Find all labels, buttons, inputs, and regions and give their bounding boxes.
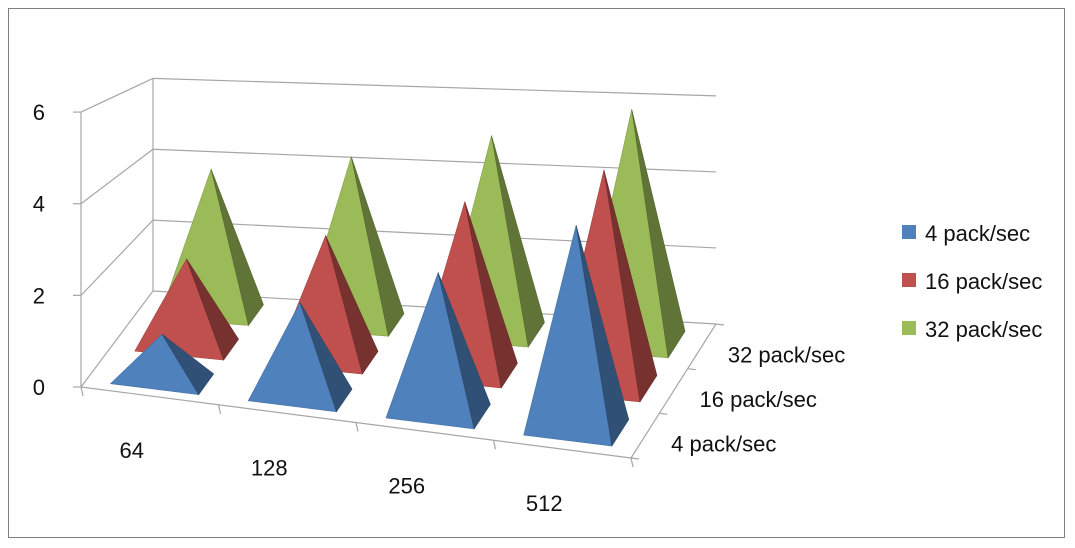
depth-tick-2: [687, 368, 696, 371]
x-tick-label-2: 256: [388, 473, 425, 498]
pyramid-0-0: [109, 333, 215, 396]
pyramid-1-0: [134, 258, 239, 361]
legend-label-0: 4 pack/sec: [925, 221, 1030, 246]
pyramid-0-1: [247, 301, 353, 413]
y-tick-label-2: 4: [33, 192, 45, 217]
pyramid-side-face: [299, 302, 353, 413]
depth-tick-1: [659, 412, 668, 415]
pyramid-side-face: [603, 169, 658, 403]
pyramid-side-face: [575, 225, 630, 447]
x-tick-label-1: 128: [251, 456, 288, 481]
x-tick-1: [217, 404, 222, 414]
chart-frame: 0 2 4 6 64 128 256 512 4 pack/sec 16 pack/sec 32…: [8, 8, 1065, 538]
y-tick-label-3: 6: [33, 100, 45, 125]
pyramid-side-face: [464, 201, 518, 389]
chart-pyramids: [109, 109, 686, 447]
pyramid-side-face: [491, 135, 545, 348]
depth-tick-3: [715, 323, 725, 326]
depth-tick-label-1: 16 pack/sec: [700, 387, 817, 412]
pyramid-side-face: [631, 109, 686, 359]
pyramid-0-2: [385, 271, 491, 430]
pyramid-side-face: [161, 334, 215, 396]
chart-svg: 0 2 4 6 64 128 256 512 4 pack/sec 16 pack/sec 32…: [33, 77, 1042, 516]
gridline-3: [80, 77, 717, 113]
y-tick-label-1: 2: [33, 283, 45, 308]
depth-tick-label-0: 4 pack/sec: [671, 432, 776, 457]
y-tick-label-0: 0: [33, 375, 45, 400]
legend-label-2: 32 pack/sec: [925, 317, 1042, 342]
legend-label-1: 16 pack/sec: [925, 269, 1042, 294]
pyramid-side-face: [325, 235, 379, 375]
depth-tick-label-2: 32 pack/sec: [728, 342, 845, 367]
x-tick-label-3: 512: [526, 491, 563, 516]
legend-swatch-1: [902, 273, 916, 287]
depth-axis-line: [630, 323, 717, 459]
pyramid-side-face: [210, 169, 264, 327]
x-tick-3: [492, 440, 497, 450]
pyramid-side-face: [186, 258, 239, 361]
x-tick-label-0: 64: [120, 438, 144, 463]
legend-swatch-2: [902, 321, 916, 335]
x-tick-4: [630, 457, 634, 468]
x-tick-0: [80, 386, 84, 397]
depth-axis-ticks: 4 pack/sec 16 pack/sec 32 pack/sec: [630, 323, 845, 460]
x-tick-2: [355, 422, 359, 432]
pyramid-side-face: [351, 156, 405, 337]
legend: 4 pack/sec 16 pack/sec 32 pack/sec: [902, 221, 1042, 342]
legend-swatch-0: [902, 225, 916, 239]
depth-tick-0: [630, 457, 640, 460]
x-axis-ticks: 64 128 256 512: [80, 386, 634, 516]
pyramid-0-3: [523, 225, 630, 447]
pyramid-side-face: [437, 272, 491, 430]
y-axis-ticks: 0 2 4 6: [33, 100, 81, 400]
